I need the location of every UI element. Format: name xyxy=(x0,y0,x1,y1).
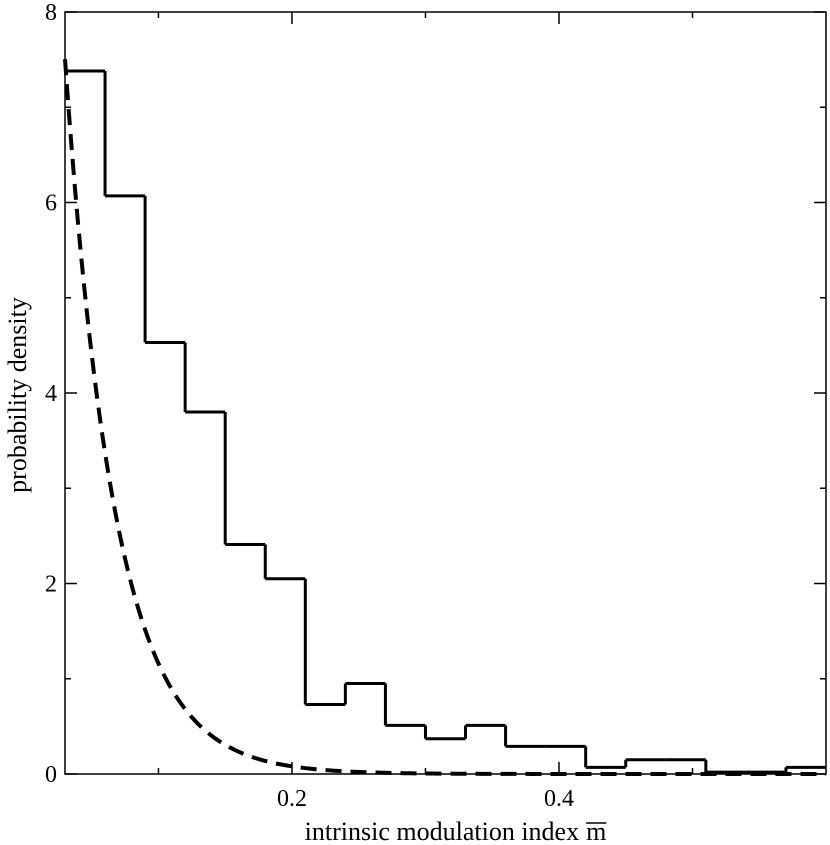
plot-frame xyxy=(64,11,827,775)
fit-curve xyxy=(63,59,826,776)
y-tick-label: 0 xyxy=(45,762,57,788)
x-axis-title-symbol: m xyxy=(586,817,606,845)
y-tick-label: 8 xyxy=(45,0,57,26)
y-tick-label: 2 xyxy=(45,572,57,598)
x-tick-label: 0.4 xyxy=(544,786,574,812)
y-tick-label: 4 xyxy=(45,381,57,407)
y-axis-title: probability density xyxy=(3,297,32,493)
x-tick-label: 0.2 xyxy=(277,786,307,812)
x-axis-title: intrinsic modulation index m xyxy=(305,817,607,845)
y-tick-label: 6 xyxy=(45,191,57,217)
plot-content xyxy=(63,59,826,776)
x-axis-title-text: intrinsic modulation index xyxy=(305,817,579,845)
tick-labels: 0 2 4 6 8 0.2 0.4 xyxy=(45,0,574,812)
histogram-series xyxy=(65,69,826,774)
axes xyxy=(64,11,827,775)
